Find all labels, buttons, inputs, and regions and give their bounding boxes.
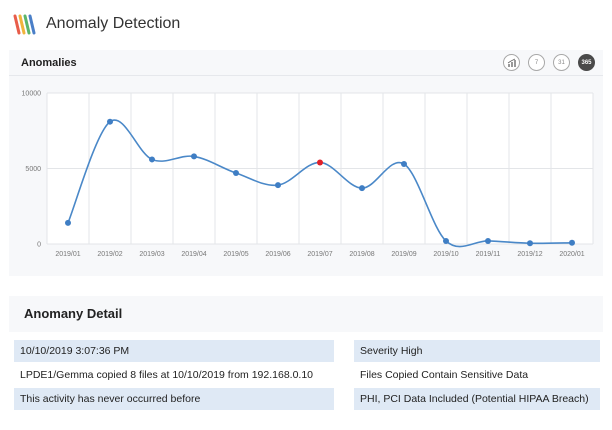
365-days-icon[interactable]: 365	[578, 54, 595, 71]
detail-activity: LPDE1/Gemma copied 8 files at 10/10/2019…	[20, 369, 314, 381]
x-tick-label: 2019/03	[139, 251, 164, 258]
x-tick-label: 2019/01	[55, 251, 80, 258]
panel-title: Anomalies	[21, 57, 77, 69]
data-point	[569, 239, 575, 246]
data-point	[359, 185, 365, 192]
31-days-icon[interactable]: 31	[553, 54, 570, 71]
data-point	[233, 170, 239, 177]
data-point	[401, 160, 407, 167]
x-tick-label: 2019/09	[391, 251, 416, 258]
detail-timestamp: 10/10/2019 3:07:36 PM	[14, 340, 334, 362]
detail-history: This activity has never occurred before	[14, 388, 334, 410]
app-title: Anomaly Detection	[46, 15, 181, 32]
data-point	[443, 237, 449, 244]
data-point	[107, 118, 113, 125]
x-tick-label: 2019/04	[181, 251, 206, 258]
x-tick-label: 2019/10	[433, 251, 458, 258]
detail-compliance: PHI, PCI Data Included (Potential HIPAA …	[354, 388, 600, 410]
data-point	[65, 219, 71, 226]
x-tick-label: 2020/01	[559, 251, 584, 258]
x-tick-label: 2019/12	[517, 251, 542, 258]
data-point	[275, 182, 281, 189]
x-tick-label: 2019/11	[476, 251, 501, 258]
7-days-icon[interactable]: 7	[528, 54, 545, 71]
x-tick-label: 2019/06	[265, 251, 290, 258]
detail-title: Anomany Detail	[24, 306, 123, 321]
x-tick-label: 2019/02	[97, 251, 122, 258]
x-tick-label: 2019/08	[349, 251, 374, 258]
highlighted-data-point	[317, 159, 323, 166]
x-tick-label: 2019/07	[307, 251, 332, 258]
chart-toggle-icon[interactable]	[503, 54, 520, 71]
x-tick-label: 2019/05	[223, 251, 248, 258]
data-point	[527, 240, 533, 247]
striped-logo-icon	[13, 14, 36, 35]
y-tick-label: 0	[37, 242, 41, 249]
y-tick-label: 10000	[22, 91, 42, 98]
anomalies-line-chart: 0 5000 10000 2019/01 2019/02 2019/03 2019/04 20…	[22, 91, 594, 258]
detail-severity: Severity High	[354, 340, 600, 362]
detail-sensitivity: Files Copied Contain Sensitive Data	[360, 369, 529, 381]
y-tick-label: 5000	[25, 166, 41, 173]
panel-divider	[9, 75, 603, 76]
data-point	[191, 153, 197, 160]
data-point	[149, 156, 155, 163]
app-header: Anomaly Detection	[0, 0, 612, 48]
detail-header-band	[9, 296, 603, 332]
data-point	[485, 237, 491, 244]
